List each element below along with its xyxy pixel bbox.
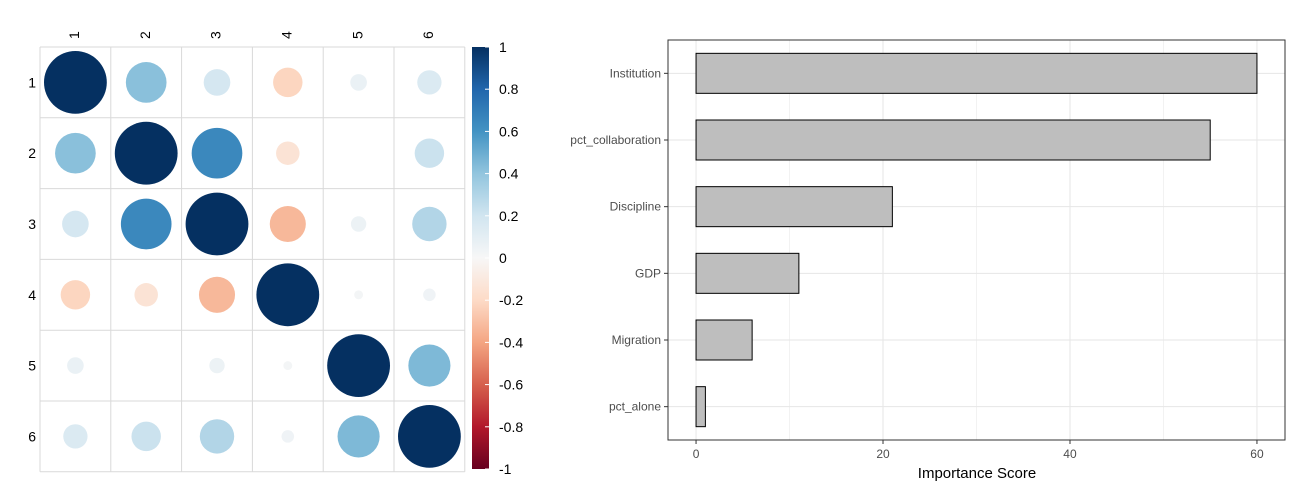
correlation-plot: 1 2 3 4 5 6 1 2 3 4 5 6 1 0.8 0.6 0.4 0.2 0 -0.2 -0.4 -0.6… xyxy=(28,31,523,477)
colorbar-tick-label: -0.2 xyxy=(499,292,523,308)
correlation-circle xyxy=(125,62,167,103)
correlation-circle xyxy=(256,263,320,327)
column-label: 2 xyxy=(137,31,153,39)
row-label: 2 xyxy=(28,145,36,161)
bar xyxy=(695,119,1211,161)
colorbar-tick-label: 1 xyxy=(499,39,507,55)
correlation-circle xyxy=(63,424,88,449)
correlation-circle xyxy=(414,138,445,168)
colorbar-tick-label: 0.8 xyxy=(499,81,519,97)
correlation-circle xyxy=(185,192,249,256)
row-label: 1 xyxy=(28,74,36,90)
y-tick-label: pct_collaboration xyxy=(570,133,661,147)
bars xyxy=(695,52,1258,428)
correlation-circle xyxy=(423,288,436,302)
colorbar-gradient xyxy=(472,47,489,469)
colorbar-ticks: 1 0.8 0.6 0.4 0.2 0 -0.2 -0.4 -0.6 -0.8 -1 xyxy=(485,39,523,477)
bar xyxy=(695,186,893,228)
column-label: 1 xyxy=(66,31,82,39)
column-label: 6 xyxy=(420,31,436,39)
y-tick-label: Institution xyxy=(610,66,661,80)
correlation-circle xyxy=(198,276,236,313)
colorbar-tick-label: -0.6 xyxy=(499,377,523,393)
correlation-circle xyxy=(417,70,442,95)
row-label: 6 xyxy=(28,428,36,444)
correlation-circle xyxy=(55,132,96,174)
y-tick-labels: Institution pct_collaboration Discipline GD… xyxy=(570,66,668,414)
x-tick-label: 0 xyxy=(693,447,700,461)
row-label: 4 xyxy=(28,287,36,303)
x-tick-labels: 0 20 40 60 xyxy=(693,440,1264,461)
y-tick-label: Discipline xyxy=(610,200,662,214)
column-label: 4 xyxy=(279,31,295,39)
bar xyxy=(695,319,753,361)
correlation-circle xyxy=(203,69,231,96)
correlation-circle xyxy=(327,334,390,397)
x-tick-label: 60 xyxy=(1250,447,1264,461)
correlation-circle xyxy=(134,283,158,307)
column-label: 5 xyxy=(349,31,365,39)
y-tick-label: Migration xyxy=(612,333,661,347)
correlation-circle xyxy=(350,74,367,91)
bar xyxy=(695,52,1258,94)
correlation-circle xyxy=(281,430,295,443)
y-tick-label: pct_alone xyxy=(609,400,661,414)
colorbar-tick-label: 0.6 xyxy=(499,123,519,139)
y-tick-label: GDP xyxy=(635,266,661,280)
correlation-column-labels: 1 2 3 4 5 6 xyxy=(66,31,436,39)
correlation-grid xyxy=(39,46,466,473)
x-axis-title: Importance Score xyxy=(918,465,1036,482)
correlation-circle xyxy=(120,198,172,250)
bar xyxy=(695,386,706,428)
colorbar-tick-label: -0.8 xyxy=(499,419,523,435)
correlation-circle xyxy=(273,67,303,98)
colorbar-tick-label: 0.2 xyxy=(499,208,519,224)
correlation-circle xyxy=(62,210,89,238)
correlation-circle xyxy=(44,51,107,114)
correlation-circle xyxy=(350,216,367,232)
column-label: 3 xyxy=(208,31,224,39)
correlation-circle xyxy=(354,290,364,300)
correlation-circle xyxy=(191,127,243,179)
colorbar-tick-label: 0.4 xyxy=(499,166,519,182)
correlation-circle xyxy=(337,415,380,458)
correlation-circle xyxy=(114,121,178,185)
row-label: 5 xyxy=(28,358,36,374)
colorbar-tick-label: 0 xyxy=(499,250,507,266)
correlation-circle xyxy=(283,361,293,371)
correlation-circle xyxy=(276,141,300,165)
x-tick-label: 20 xyxy=(876,447,890,461)
colorbar: 1 0.8 0.6 0.4 0.2 0 -0.2 -0.4 -0.6 -0.8 -1 xyxy=(472,39,523,477)
plot-border xyxy=(667,39,1286,441)
x-tick-label: 40 xyxy=(1063,447,1077,461)
correlation-circle xyxy=(412,206,447,242)
correlation-circle xyxy=(398,405,461,468)
correlation-circle xyxy=(209,357,225,374)
correlation-circle xyxy=(60,280,91,310)
correlation-circle xyxy=(131,421,161,452)
colorbar-tick-label: -1 xyxy=(499,461,512,477)
correlation-circle xyxy=(269,205,306,243)
colorbar-tick-label: -0.4 xyxy=(499,334,523,350)
correlation-circle xyxy=(199,419,235,454)
correlation-circle xyxy=(67,357,84,374)
bar xyxy=(695,252,800,294)
correlation-row-labels: 1 2 3 4 5 6 xyxy=(28,74,36,444)
row-label: 3 xyxy=(28,216,36,232)
importance-bar-chart: Institution pct_collaboration Discipline GD… xyxy=(570,39,1286,482)
correlation-circles xyxy=(44,51,461,468)
correlation-circle xyxy=(408,344,451,387)
